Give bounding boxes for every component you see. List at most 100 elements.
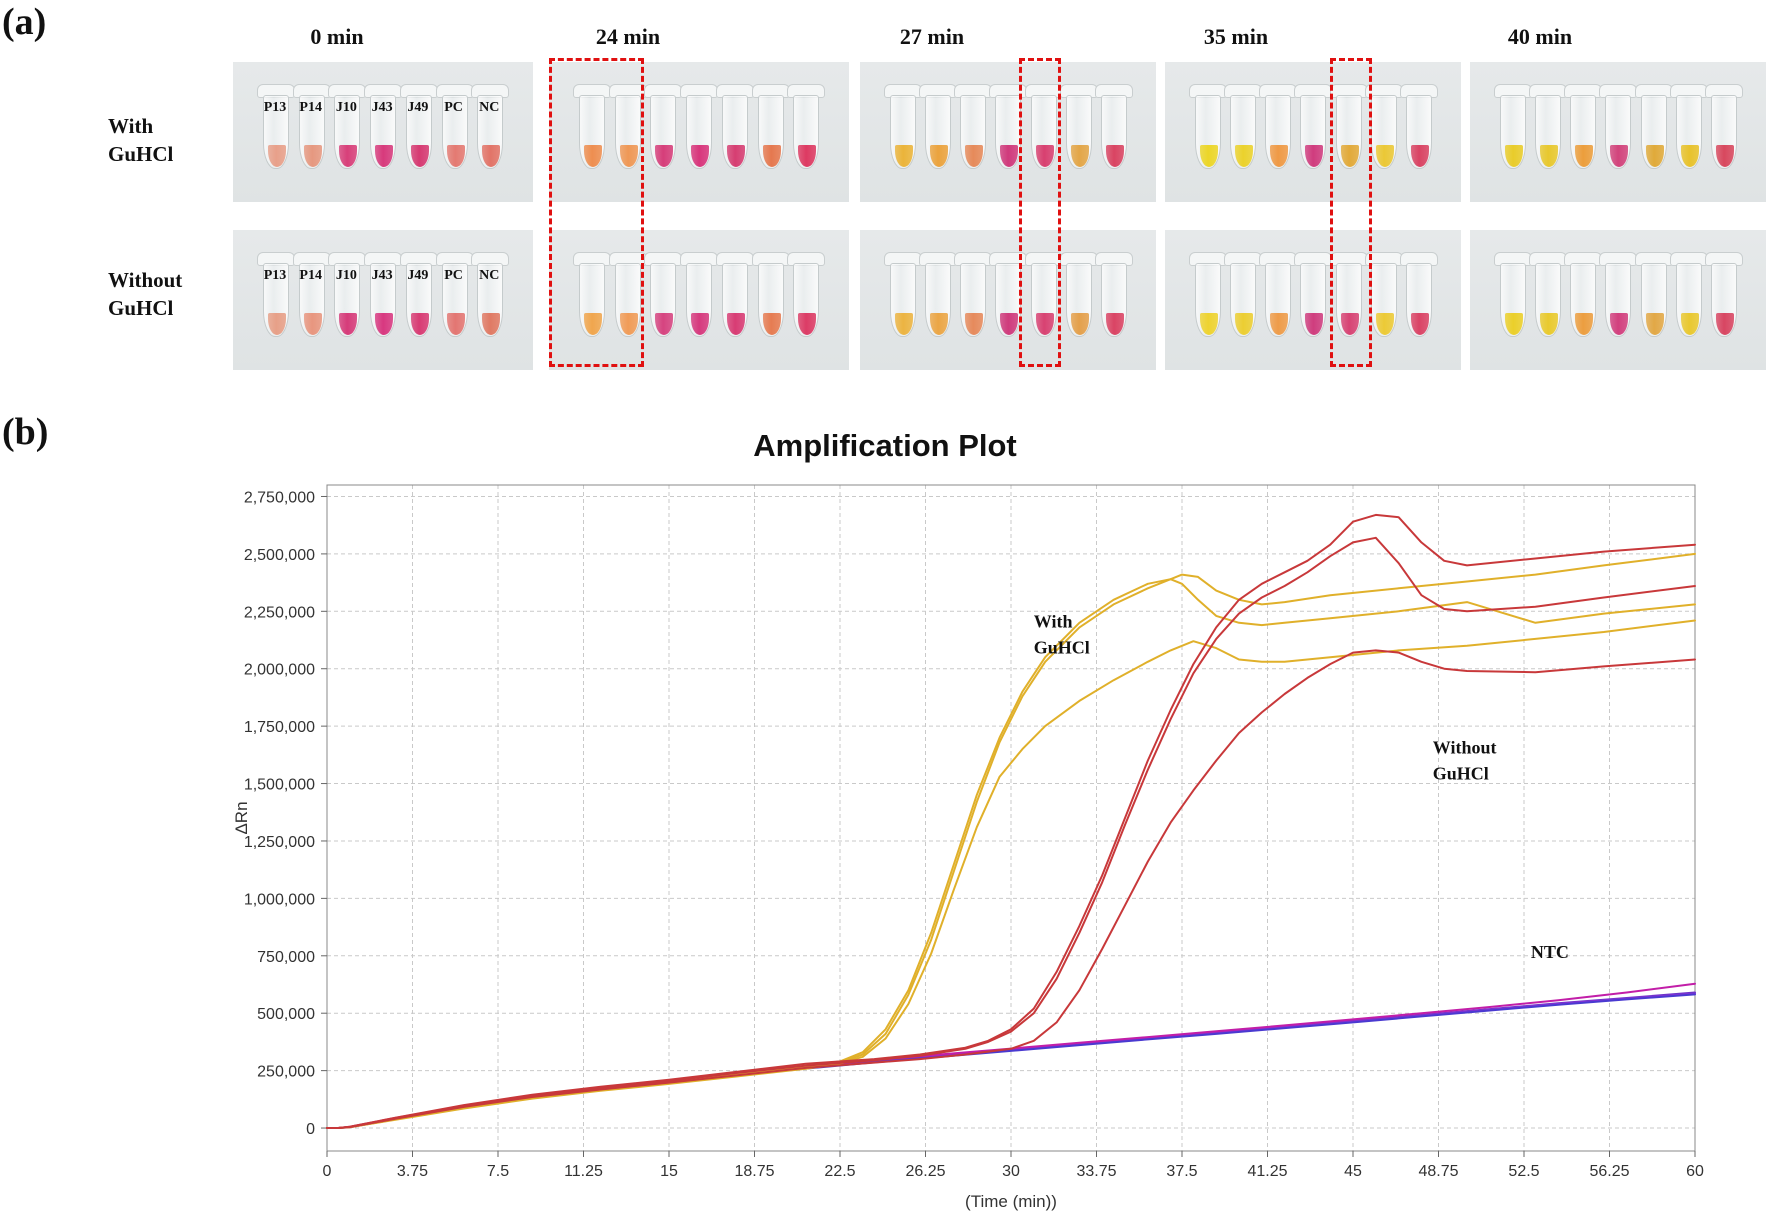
tube	[954, 84, 993, 169]
tube	[257, 252, 295, 337]
tube-photo-r1-c3	[1165, 230, 1461, 370]
tube	[573, 84, 611, 169]
tube	[1224, 252, 1263, 337]
highlight-box-35min	[1330, 58, 1372, 367]
tube	[573, 252, 611, 337]
tube-photo-r1-c4	[1470, 230, 1766, 370]
y-tick-label: 1,500,000	[244, 777, 315, 794]
tube	[292, 252, 331, 337]
tube	[1294, 252, 1333, 337]
tube-label-j49: J49	[407, 268, 429, 283]
time-label-24: 24 min	[595, 24, 661, 49]
tube-photo-r0-c1	[549, 62, 849, 202]
tube	[1564, 84, 1603, 169]
tube	[1259, 252, 1298, 337]
x-tick-label: 3.75	[397, 1163, 428, 1180]
tube	[1024, 252, 1063, 337]
x-tick-label: 11.25	[564, 1163, 603, 1180]
tube-label-p13: P13	[263, 100, 287, 115]
tube	[1704, 84, 1743, 169]
tube	[1529, 84, 1568, 169]
row-label-without: Without GuHCl	[108, 266, 182, 322]
x-tick-label: 60	[1686, 1163, 1704, 1180]
time-label-35: 35 min	[1203, 24, 1269, 49]
series-line-without-guhcl-2	[326, 536, 1696, 1129]
tube-photo-r0-c4	[1470, 62, 1766, 202]
annotation-line: NTC	[1531, 942, 1569, 962]
tube	[989, 252, 1028, 337]
tube	[680, 252, 719, 337]
tube	[715, 252, 754, 337]
tube	[954, 252, 993, 337]
tube	[1669, 84, 1708, 169]
series-line-with-guhcl-3	[326, 619, 1696, 1129]
tube-label-pc: PC	[444, 268, 463, 283]
tube	[1399, 252, 1438, 337]
tube-label-j49: J49	[407, 100, 429, 115]
chart-grid	[327, 485, 1695, 1151]
tube	[751, 84, 790, 169]
highlight-box-27min	[1019, 58, 1061, 367]
tube-label-nc: NC	[479, 268, 500, 283]
y-tick-label: 2,500,000	[244, 547, 315, 564]
tube	[787, 252, 826, 337]
tube	[1564, 252, 1603, 337]
x-tick-label: 22.5	[824, 1163, 855, 1180]
tube-label-j43: J43	[371, 268, 393, 283]
row-label-without-line1: Without	[108, 268, 183, 292]
annotation-line: GuHCl	[1433, 764, 1489, 784]
x-tick-label: 41.25	[1247, 1163, 1287, 1180]
x-tick-label: 56.25	[1589, 1163, 1629, 1180]
tube	[1364, 84, 1403, 169]
x-tick-label: 45	[1344, 1163, 1362, 1180]
tube	[364, 84, 403, 169]
tube	[680, 84, 719, 169]
y-axis-ticks: 0 250,000 500,000 750,000 1,000,000 1,250,000…	[244, 489, 327, 1138]
tube	[328, 252, 367, 337]
y-tick-label: 500,000	[257, 1006, 315, 1023]
x-axis-label: (Time (min))	[965, 1192, 1057, 1211]
panel-b-label: (b)	[2, 411, 49, 453]
tube	[435, 252, 474, 337]
tube	[399, 252, 438, 337]
tube	[787, 84, 826, 169]
series-lines	[326, 513, 1696, 1129]
x-axis-ticks: 0 3.75 7.5 11.25 15 18.75 22.5 26.25 30 33.75 37.5…	[323, 1151, 1704, 1180]
row-label-with-line1: With	[108, 114, 154, 138]
tube	[435, 84, 474, 169]
time-label-27: 27 min	[899, 24, 965, 49]
tube-label-p14: P14	[299, 268, 322, 283]
tube	[1634, 252, 1673, 337]
x-tick-label: 48.75	[1418, 1163, 1458, 1180]
x-tick-label: 15	[660, 1163, 678, 1180]
tube	[1094, 84, 1133, 169]
tube-label-pc: PC	[444, 100, 463, 115]
y-tick-label: 1,250,000	[244, 834, 315, 851]
tube-photo-r0-c2	[860, 62, 1156, 202]
tube	[884, 84, 922, 169]
x-tick-label: 26.25	[905, 1163, 945, 1180]
tube	[1364, 252, 1403, 337]
y-tick-label: 750,000	[257, 949, 315, 966]
x-tick-label: 33.75	[1076, 1163, 1116, 1180]
tube	[1494, 252, 1532, 337]
tube-photo-r1-c2	[860, 230, 1156, 370]
tube	[471, 84, 510, 169]
tube-label-j10: J10	[335, 100, 357, 115]
tube-label-p13: P13	[263, 268, 287, 283]
tube	[644, 252, 683, 337]
tube	[1399, 84, 1438, 169]
tube	[1704, 252, 1743, 337]
series-line-without-guhcl-1	[326, 513, 1696, 1129]
tube	[257, 84, 295, 169]
x-tick-label: 0	[323, 1163, 332, 1180]
chart-annotations: With GuHCl Without GuHCl NTC	[1034, 611, 1569, 962]
tube	[471, 252, 510, 337]
y-axis-label: ΔRn	[232, 801, 251, 834]
annotation-with-guhcl: With GuHCl	[1034, 611, 1090, 657]
tube	[919, 252, 958, 337]
tube	[364, 252, 403, 337]
tube-photo-r0-c0: P13 P14 J10 J43 J49 PC NC	[233, 62, 533, 202]
y-tick-label: 2,000,000	[244, 662, 315, 679]
